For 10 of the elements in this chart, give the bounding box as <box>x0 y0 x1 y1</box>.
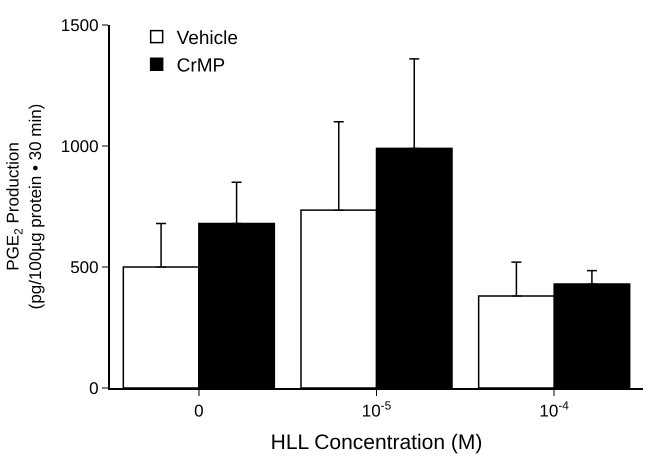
x-tick-label: 10$^{-4}$ <box>539 398 570 420</box>
y-tick-label: 0 <box>89 378 99 398</box>
legend-label: Vehicle <box>176 28 238 49</box>
x-axis-title: HLL Concentration (M) <box>270 431 482 454</box>
legend-label: CrMP <box>176 56 226 77</box>
x-tick-label: 0 <box>194 401 204 420</box>
x-tick-label: 10$^{-5}$ <box>362 398 392 420</box>
y-tick-label: 1000 <box>60 136 99 156</box>
y-tick-label: 1500 <box>60 16 99 35</box>
y-tick-label: 500 <box>70 258 99 277</box>
